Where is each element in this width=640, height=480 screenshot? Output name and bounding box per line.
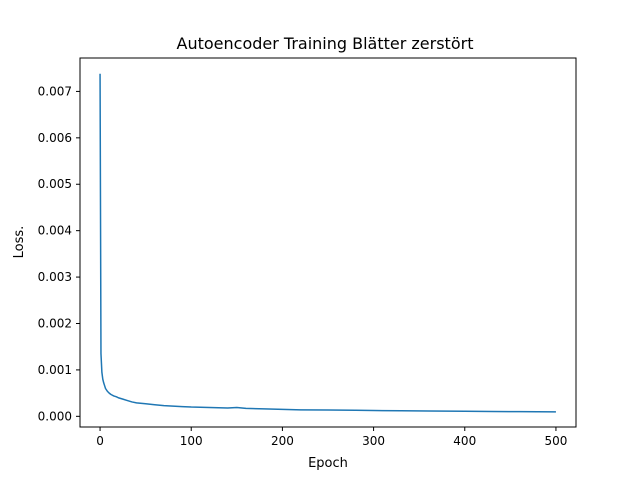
y-tick-label: 0.007	[38, 84, 72, 98]
y-tick-label: 0.000	[38, 409, 72, 423]
x-tick-label: 300	[362, 434, 385, 448]
x-axis-label: Epoch	[308, 456, 348, 471]
y-tick-label: 0.006	[38, 131, 72, 145]
series-line-loss	[99, 73, 556, 413]
y-axis-label: Loss.	[12, 226, 27, 259]
x-tick-label: 400	[453, 434, 476, 448]
y-tick-label: 0.002	[38, 316, 72, 330]
x-tick-label: 500	[544, 434, 567, 448]
x-axis: 0 100 200 300 400 500	[96, 427, 567, 448]
y-tick-label: 0.001	[38, 363, 72, 377]
x-tick-label: 0	[96, 434, 104, 448]
x-tick-label: 200	[271, 434, 294, 448]
x-tick-label: 100	[180, 434, 203, 448]
y-axis: 0.000 0.001 0.002 0.003 0.004 0.005 0.006 0.007	[38, 84, 80, 423]
y-tick-label: 0.003	[38, 270, 72, 284]
chart-title: Autoencoder Training Blätter zerstört	[177, 34, 474, 53]
plot-area	[79, 57, 577, 428]
y-tick-label: 0.004	[38, 224, 72, 238]
y-tick-label: 0.005	[38, 177, 72, 191]
